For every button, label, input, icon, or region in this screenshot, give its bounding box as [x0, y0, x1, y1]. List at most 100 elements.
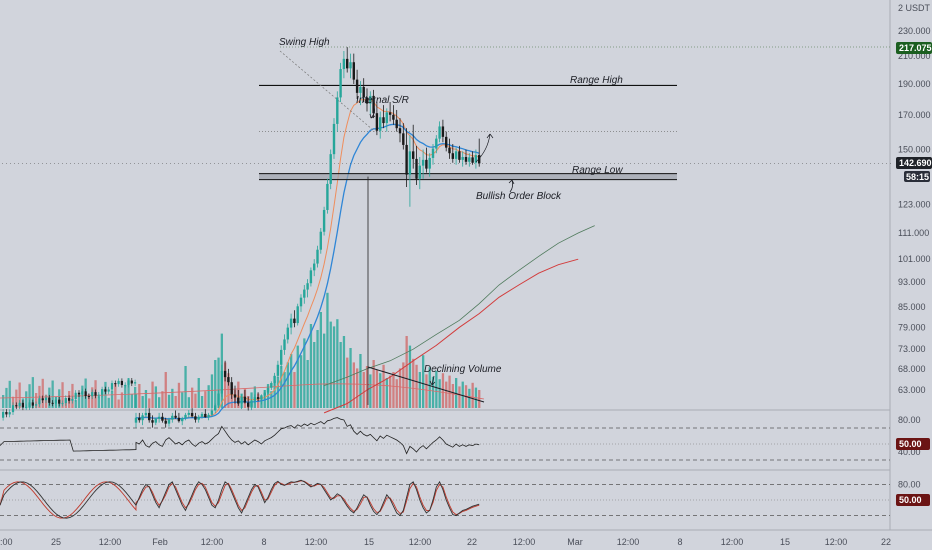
- volume-bar: [141, 396, 144, 408]
- candle-body: [372, 95, 375, 114]
- candle-body: [382, 117, 385, 124]
- candle-body: [289, 318, 293, 328]
- candle-body: [104, 389, 107, 392]
- stoch-rsi-pane[interactable]: 80.00 50.00: [0, 479, 930, 519]
- volume-bar: [51, 380, 54, 408]
- candle-body: [336, 97, 339, 124]
- stoch-value-badge: [896, 494, 930, 506]
- volume-ma-line: [0, 383, 485, 400]
- time-tick-label: 8: [261, 537, 266, 547]
- price-tick-label: 150.000: [898, 145, 931, 155]
- candle-body: [402, 133, 405, 145]
- volume-bar: [336, 319, 339, 408]
- candle-body: [181, 418, 184, 422]
- ema-slow-line: [135, 123, 480, 420]
- candle-body: [217, 393, 220, 406]
- volume-bar: [210, 374, 214, 408]
- candle-body: [120, 380, 123, 386]
- candle-body: [161, 416, 164, 421]
- volume-bar: [114, 383, 117, 408]
- order-block-arrowhead: [508, 179, 515, 185]
- volume-bar: [177, 382, 181, 408]
- candle-body: [296, 306, 299, 324]
- volume-bar: [323, 333, 326, 408]
- candle-body: [38, 398, 41, 405]
- candle-body: [471, 157, 474, 163]
- candle-body: [392, 114, 395, 120]
- volume-bar: [286, 362, 289, 408]
- declining-volume-trendline[interactable]: [367, 366, 485, 403]
- volume-bar: [200, 396, 204, 408]
- candle-body: [31, 402, 34, 406]
- candle-body: [339, 69, 342, 98]
- volume-bar: [445, 381, 448, 408]
- price-axis[interactable]: 230.000 210.000 190.000 170.000 150.000 123.0…: [898, 26, 931, 395]
- volume-bar: [415, 364, 418, 408]
- candle-body: [421, 159, 425, 166]
- candle-body: [61, 403, 64, 405]
- candle-body: [5, 411, 8, 415]
- volume-bar: [227, 373, 230, 408]
- candle-body: [355, 79, 359, 93]
- price-tick-label: 123.000: [898, 200, 931, 210]
- volume-bar: [164, 372, 167, 408]
- volume-bar: [61, 382, 64, 408]
- volume-bar: [270, 391, 273, 408]
- last-price-badge-bg: [896, 157, 932, 169]
- price-tick-label: 79.000: [898, 322, 926, 332]
- candle-body: [280, 349, 283, 365]
- volume-bar: [15, 389, 18, 408]
- volume-bar: [342, 336, 346, 408]
- volume-bar: [124, 385, 127, 408]
- candle-body: [319, 231, 322, 250]
- candle-body: [167, 419, 171, 424]
- volume-bar: [191, 387, 194, 408]
- volume-bar: [352, 362, 355, 408]
- last-price-badge-text: 142.690: [899, 158, 932, 168]
- volume-bar: [101, 389, 104, 408]
- rsi-axis-label-80: 80.00: [898, 415, 921, 425]
- volume-bar: [161, 391, 164, 408]
- stoch-d-line: [0, 480, 480, 519]
- candle-body: [25, 407, 28, 409]
- volume-bar: [362, 372, 365, 408]
- candle-body: [144, 412, 148, 416]
- candle-body: [464, 156, 468, 162]
- candle-body: [316, 249, 319, 264]
- candle-body: [332, 123, 336, 155]
- candle-body: [107, 389, 110, 392]
- price-tick-label: 85.000: [898, 302, 926, 312]
- volume-bar: [326, 292, 329, 408]
- order-block-zone: [259, 173, 677, 180]
- candle-body: [250, 400, 253, 407]
- candle-body: [28, 402, 31, 408]
- price-tick-label: 190.000: [898, 79, 931, 89]
- time-axis[interactable]: :00 25 12:00 Feb 12:00 8 12:00 15 12:00 22 12:00 Ma…: [0, 537, 891, 547]
- volume-bar: [11, 396, 15, 408]
- volume-bar: [422, 355, 425, 408]
- volume-bar: [120, 392, 124, 408]
- volume-bar: [217, 357, 220, 408]
- candle-body: [177, 417, 181, 422]
- candle-body: [468, 157, 471, 162]
- volume-bar: [167, 394, 171, 408]
- candle-body: [114, 383, 117, 385]
- candle-body: [8, 412, 11, 415]
- volume-bar: [77, 392, 81, 408]
- candle-body: [346, 58, 349, 69]
- candle-body: [77, 392, 81, 395]
- candle-body: [15, 405, 18, 407]
- volume-bar: [478, 390, 481, 408]
- declining-volume-label: Declining Volume: [424, 364, 502, 375]
- candles[interactable]: [2, 47, 481, 428]
- declining-volume-arrowhead: [429, 380, 436, 386]
- volume-bar: [158, 397, 161, 408]
- candle-body: [11, 405, 15, 413]
- volume-bar: [273, 380, 276, 408]
- countdown-badge-text: 58:15: [906, 172, 929, 182]
- volume-bar: [197, 378, 200, 408]
- volume-bar: [290, 354, 293, 408]
- volume-bar: [313, 342, 316, 408]
